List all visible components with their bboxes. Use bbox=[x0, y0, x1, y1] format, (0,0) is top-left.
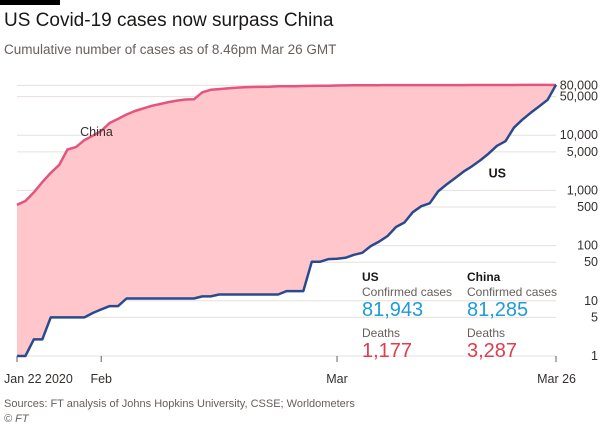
y-tick-label: 50 bbox=[584, 255, 598, 269]
us-confirmed-value: 81,943 bbox=[362, 299, 424, 321]
chart-title: US Covid-19 cases now surpass China bbox=[4, 10, 334, 31]
us-series-label: US bbox=[489, 167, 506, 181]
us-summary-panel: US Confirmed cases 81,943 Deaths 1,177 bbox=[362, 270, 462, 362]
china-confirmed-label: Confirmed cases bbox=[467, 285, 558, 299]
x-tick-label: Mar 26 bbox=[537, 372, 576, 386]
us-deaths-label: Deaths bbox=[362, 326, 401, 340]
x-tick-label: Mar bbox=[326, 372, 348, 386]
china-summary-name: China bbox=[467, 270, 501, 284]
china-deaths-label: Deaths bbox=[467, 326, 506, 340]
us-series-line bbox=[17, 84, 558, 358]
us-deaths-value: 1,177 bbox=[362, 340, 413, 362]
y-tick-label: 5 bbox=[591, 310, 598, 324]
china-confirmed-value: 81,285 bbox=[467, 299, 529, 321]
y-tick-label: 500 bbox=[577, 200, 598, 214]
series-labels: China US bbox=[80, 125, 506, 181]
x-tick-label: Feb bbox=[90, 372, 112, 386]
brand-bar bbox=[0, 0, 60, 5]
x-tick-label: Jan 22 2020 bbox=[4, 372, 73, 386]
us-confirmed-label: Confirmed cases bbox=[362, 285, 453, 299]
china-series-line bbox=[16, 83, 557, 206]
source-note: Sources: FT analysis of Johns Hopkins Un… bbox=[4, 398, 355, 410]
y-tick-label: 1,000 bbox=[567, 183, 598, 197]
y-tick-label: 10,000 bbox=[560, 128, 598, 142]
y-tick-label: 100 bbox=[577, 239, 598, 253]
y-tick-label: 1 bbox=[591, 349, 598, 363]
y-tick-label: 5,000 bbox=[567, 145, 598, 159]
china-deaths-value: 3,287 bbox=[467, 340, 518, 362]
x-axis: Jan 22 2020 Feb Mar Mar 26 bbox=[4, 356, 576, 386]
china-us-gap-area bbox=[17, 84, 556, 357]
china-summary-panel: China Confirmed cases 81,285 Deaths 3,28… bbox=[467, 270, 567, 362]
y-tick-label: 10 bbox=[584, 294, 598, 308]
y-tick-label: 80,000 bbox=[560, 78, 598, 92]
ft-credit: © FT bbox=[4, 413, 29, 425]
chart-subtitle: Cumulative number of cases as of 8.46pm … bbox=[4, 42, 337, 57]
china-series-label: China bbox=[80, 125, 113, 139]
y-tick-label: 50,000 bbox=[560, 90, 598, 104]
us-summary-name: US bbox=[362, 270, 379, 284]
